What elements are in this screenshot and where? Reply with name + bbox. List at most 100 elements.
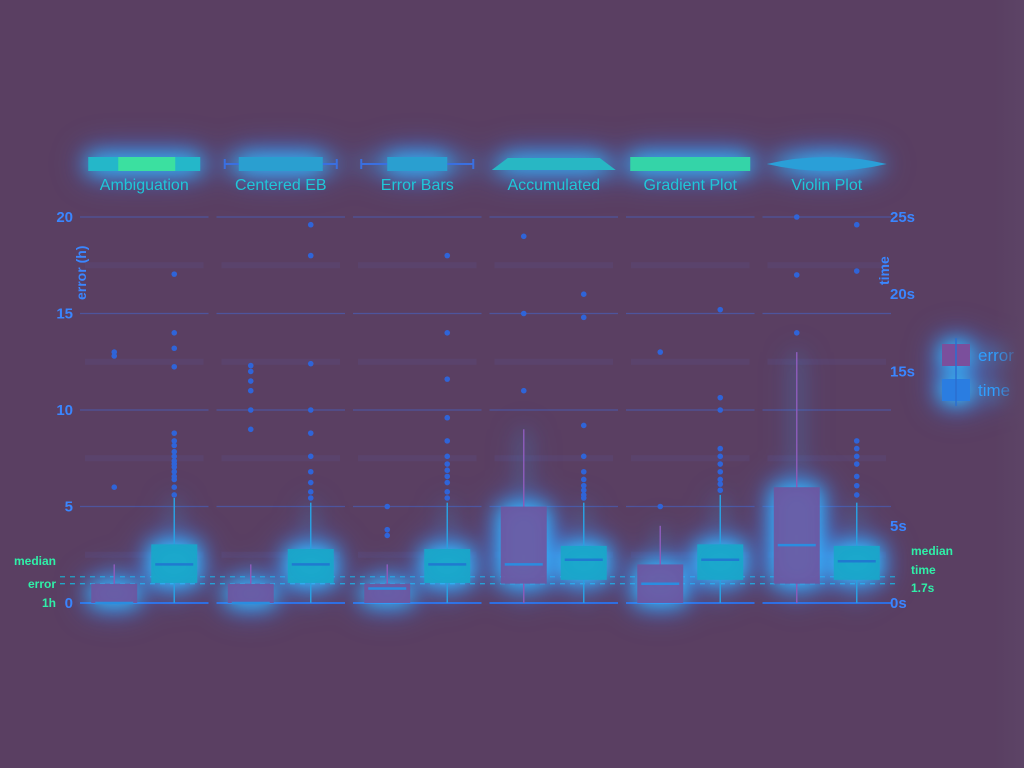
time-outlier — [171, 442, 178, 449]
left-tick-label: 10 — [56, 402, 73, 419]
time-outlier — [580, 468, 587, 475]
reference-lines — [60, 576, 900, 585]
left-tick-label: 0 — [65, 595, 73, 612]
time-outlier — [171, 330, 178, 336]
error-outlier — [247, 426, 254, 433]
median-time-label: median — [911, 544, 953, 558]
error-outlier — [384, 526, 391, 533]
time-outlier — [171, 492, 178, 498]
time-outlier — [444, 489, 451, 495]
time-box — [833, 545, 880, 580]
error-outlier — [247, 378, 254, 384]
panel-title: Violin Plot — [791, 177, 862, 194]
time-outlier — [444, 376, 451, 382]
median-error-label: 1h — [42, 596, 56, 610]
error-outlier — [793, 272, 800, 278]
left-tick-label: 15 — [56, 306, 73, 323]
right-tick-label: 20s — [890, 286, 915, 303]
error-outlier — [520, 233, 527, 240]
time-outlier — [717, 461, 724, 467]
time-outlier — [171, 363, 178, 370]
time-outlier — [307, 479, 314, 486]
time-outlier — [307, 360, 314, 367]
time-box — [560, 545, 607, 580]
right-tick-label: 25s — [890, 209, 915, 226]
time-outlier — [307, 221, 314, 228]
error-outlier — [384, 532, 391, 539]
time-outlier — [307, 252, 314, 259]
time-outlier — [307, 489, 314, 495]
time-outlier — [171, 473, 178, 480]
right-tick-label: 5s — [890, 518, 907, 535]
time-outlier — [853, 473, 860, 480]
axis-titles: error (h) time — [73, 246, 892, 300]
right-edge-shade — [994, 0, 1024, 768]
error-outlier — [657, 503, 664, 510]
time-outlier — [717, 394, 724, 401]
time-box — [287, 548, 334, 583]
time-outlier — [717, 487, 724, 494]
median-time-label: 1.7s — [911, 581, 935, 595]
boxplots — [91, 352, 880, 605]
error-box — [227, 583, 274, 603]
side-labels: median error 1h median time 1.7s — [14, 544, 953, 610]
time-outlier — [580, 492, 587, 498]
time-box — [424, 548, 471, 583]
time-outlier — [853, 482, 860, 489]
median-error-label: error — [28, 577, 56, 591]
time-outlier — [444, 495, 451, 501]
time-outlier — [444, 438, 451, 444]
time-outlier — [853, 445, 860, 452]
median-error-label: median — [14, 554, 56, 568]
right-axis-title: time — [876, 256, 892, 285]
time-outlier — [307, 495, 314, 501]
time-outlier — [171, 448, 178, 455]
time-outlier — [444, 252, 451, 259]
time-outlier — [853, 268, 860, 274]
time-outlier — [444, 414, 451, 421]
time-outlier — [717, 445, 724, 452]
time-outlier — [307, 468, 314, 475]
time-outlier — [580, 291, 587, 298]
time-outlier — [853, 453, 860, 460]
time-outlier — [171, 484, 178, 491]
time-outlier — [580, 422, 587, 429]
error-bar-box-icon — [387, 157, 448, 171]
error-box — [500, 506, 547, 584]
panel-title: Ambiguation — [100, 177, 189, 194]
time-outlier — [444, 479, 451, 486]
panel-title: Gradient Plot — [644, 177, 738, 194]
time-outlier — [171, 430, 178, 436]
time-outlier — [580, 487, 587, 494]
time-outlier — [444, 453, 451, 460]
error-box — [91, 583, 138, 603]
time-outlier — [444, 330, 451, 336]
panel-icons — [88, 157, 887, 171]
left-axis-title: error (h) — [73, 246, 89, 300]
left-tick-label: 5 — [65, 499, 73, 516]
left-tick-label: 20 — [56, 209, 73, 226]
error-outlier — [247, 368, 254, 375]
violin-icon — [766, 157, 887, 171]
error-outlier — [247, 387, 254, 394]
time-outlier — [853, 492, 860, 498]
error-outlier — [520, 387, 527, 394]
error-bar-box-icon — [238, 157, 323, 171]
outlier-points — [111, 214, 860, 539]
error-outlier — [520, 310, 527, 317]
error-outlier — [657, 349, 664, 355]
panel-titles: Ambiguation Centered EB Error Bars Accumula… — [100, 177, 863, 194]
time-outlier — [717, 481, 724, 487]
right-tick-label: 15s — [890, 363, 915, 380]
time-outlier — [171, 438, 178, 444]
gradient-bar-icon — [630, 157, 751, 171]
error-outlier — [111, 349, 118, 355]
time-outlier — [717, 476, 724, 483]
time-outlier — [580, 476, 587, 483]
time-outlier — [307, 453, 314, 460]
error-outlier — [247, 407, 254, 413]
time-box — [697, 544, 744, 580]
error-outlier — [111, 353, 118, 359]
